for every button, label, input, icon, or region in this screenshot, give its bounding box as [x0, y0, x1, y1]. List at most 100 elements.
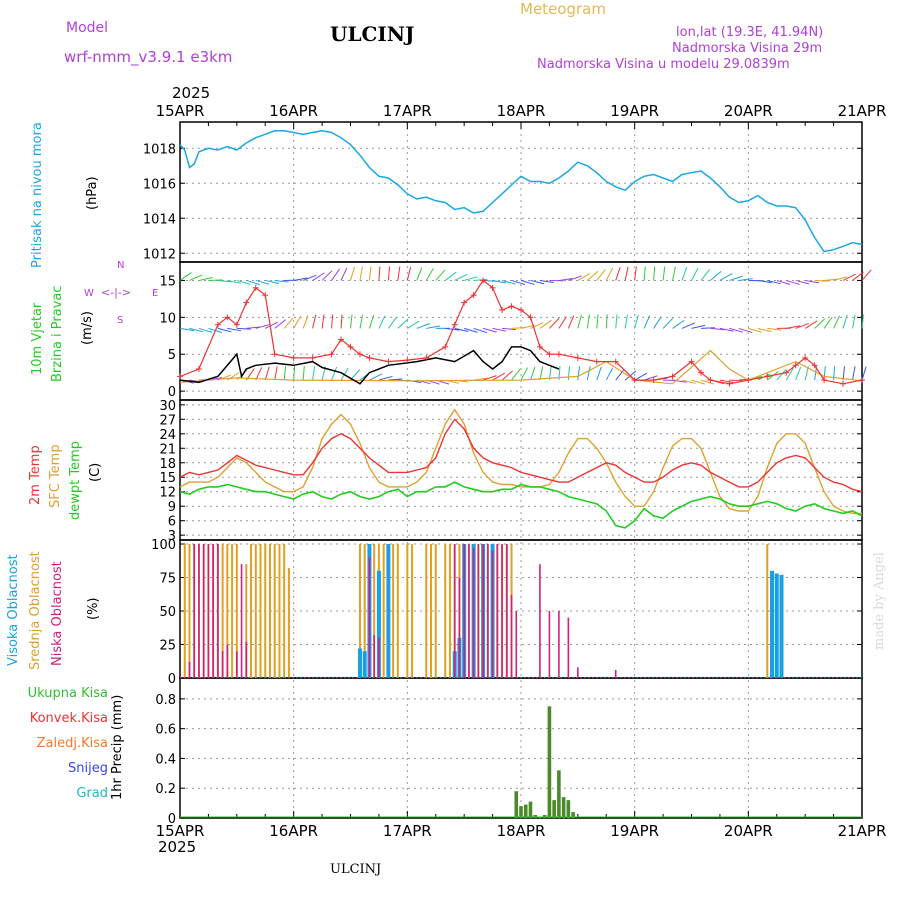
wind-arrow: [643, 266, 646, 281]
wind-arrow: [795, 322, 809, 329]
cloud-bar: [577, 667, 579, 678]
wind-arrow: [312, 366, 316, 381]
wind-arrow: [482, 327, 497, 333]
wind-arrow: [217, 279, 232, 283]
wind-arrow: [454, 327, 469, 333]
meteogram-label: Meteogram: [520, 0, 606, 18]
precip-bar: [514, 791, 519, 818]
y-tick-label: 0: [168, 385, 176, 400]
wind-arrow: [852, 314, 856, 329]
wind-arrow: [397, 266, 401, 281]
wind-arrow: [615, 267, 621, 281]
wind-arrow: [710, 270, 722, 281]
wind-arrow: [643, 375, 658, 381]
legend-total: Ukupna Kisa: [27, 686, 108, 701]
wind-arrow: [814, 279, 829, 282]
wind-arrow: [615, 368, 625, 381]
cloud-bar: [406, 544, 409, 678]
cloud-bar: [548, 611, 551, 678]
wind-arrow: [340, 314, 343, 329]
wind-arrow: [179, 272, 192, 281]
wind-arrow: [274, 319, 286, 329]
precip-legend: Ukupna Kisa Konvek.Kisa Zaledj.Kisa Snij…: [0, 686, 108, 806]
wind-arrow: [520, 367, 528, 381]
wind-arrow: [767, 327, 782, 331]
wind-arrow: [700, 379, 715, 385]
station-bottom: ULCINJ: [330, 862, 382, 877]
wind-arrow: [255, 279, 270, 285]
wind-arrow: [861, 366, 867, 381]
wind-arrow: [842, 273, 856, 281]
precip-bar: [561, 797, 566, 818]
cloud-bar: [396, 544, 399, 678]
cloud-bar: [434, 544, 437, 678]
y-tick-label: 0.4: [155, 752, 176, 767]
cloud-bar: [496, 544, 499, 678]
wind-arrow: [189, 274, 203, 281]
cloud-bar: [411, 544, 414, 678]
wind-arrow: [596, 269, 606, 281]
wind-arrow: [558, 316, 567, 329]
panel-frame: [179, 121, 863, 263]
wind-arrow: [596, 366, 602, 381]
wind-arrow: [217, 327, 232, 333]
wind-arrow: [700, 327, 715, 329]
wind-arrow: [586, 366, 591, 381]
wind-arrow: [227, 327, 242, 332]
y-tick-label: 27: [159, 413, 176, 428]
wind-arrow: [492, 279, 507, 284]
wind-arrow: [567, 315, 575, 329]
wind-arrow: [776, 369, 787, 381]
y-tick-label: 18: [159, 457, 176, 472]
cloud-bar: [357, 648, 362, 678]
wind-arrow: [444, 271, 457, 281]
wind-arrow: [539, 279, 554, 284]
wind-arrow: [804, 320, 818, 329]
cloud-bar: [774, 573, 779, 678]
compass-cross: <-|->: [101, 286, 132, 299]
cloud-bar: [268, 544, 271, 678]
wind-arrow: [359, 314, 364, 329]
wind-arrow: [179, 327, 194, 332]
wind-arrow: [255, 324, 270, 329]
wind-arrow: [492, 372, 505, 381]
wind-arrow: [246, 279, 260, 286]
cloud-bar: [766, 544, 769, 678]
wind-arrow: [786, 325, 801, 329]
cloud-bar: [193, 544, 196, 678]
wind-arrow: [700, 269, 711, 281]
wind-arrow: [321, 314, 325, 329]
wind-arrow: [530, 279, 545, 285]
wind-arrow: [681, 267, 688, 281]
compass-west: W: [84, 288, 94, 299]
wind-arrow: [302, 315, 309, 329]
wind-arrow: [852, 271, 864, 281]
wind-arrow: [406, 266, 412, 281]
y-tick-label: 100: [151, 538, 176, 553]
model-label: Model: [66, 20, 109, 36]
wind-arrow: [302, 274, 317, 281]
year-top: 2025: [172, 84, 211, 102]
wind-arrow: [833, 276, 848, 281]
cloud-bar: [373, 635, 375, 678]
y-tick-label: 0: [168, 672, 176, 687]
y-tick-label: 30: [159, 399, 176, 414]
wind-arrow: [558, 277, 573, 281]
wind-arrow: [624, 314, 628, 329]
wind-arrow: [473, 327, 488, 334]
cloud-bar: [539, 564, 541, 678]
y-tick-label: 21: [159, 442, 176, 457]
wind-arrow: [852, 366, 856, 381]
cloud-bar: [376, 570, 381, 678]
wind-arrow: [198, 277, 213, 281]
cloud-bar: [240, 564, 243, 678]
cloud-bar: [221, 651, 224, 678]
wind-arrow: [691, 324, 706, 329]
wind-arrow: [350, 266, 355, 281]
cloud-bar: [278, 544, 281, 678]
wind-arrow: [662, 317, 674, 329]
wind-arrow: [577, 366, 581, 381]
wind-arrow: [823, 316, 833, 329]
cloud-bar: [212, 544, 214, 678]
wind-arrow: [464, 327, 478, 333]
